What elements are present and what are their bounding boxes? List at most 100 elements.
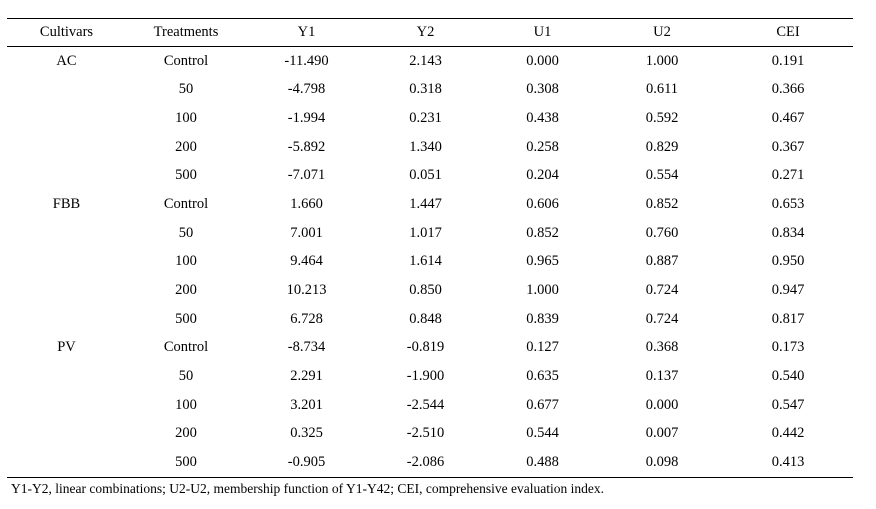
- cell-y1: -5.892: [287, 138, 326, 155]
- cell-treatment: Control: [163, 339, 209, 356]
- cell-cultivar: [7, 448, 126, 477]
- header-row: Cultivars Treatments Y1 Y2 U1 U2 CEI: [7, 18, 853, 47]
- cell-cei: 0.467: [771, 110, 805, 127]
- cell-y2: -2.544: [406, 396, 445, 413]
- table-row: 200 10.213 0.850 1.000 0.724 0.947: [7, 276, 853, 305]
- column-header-u1: U1: [533, 24, 552, 40]
- cell-y1: -0.905: [287, 453, 326, 470]
- cell-u1: 0.258: [526, 138, 559, 155]
- table-row: FBB Control 1.660 1.447 0.606 0.852 0.65…: [7, 190, 853, 219]
- cell-cultivar: [7, 247, 126, 276]
- cell-treatment: Control: [163, 196, 209, 213]
- cell-cei: 0.653: [771, 196, 805, 213]
- cell-y1: -4.798: [287, 81, 326, 98]
- column-header-u2: U2: [653, 24, 671, 40]
- cell-treatment: 50: [178, 224, 194, 241]
- cell-cei: 0.947: [771, 281, 805, 298]
- table-row: 500 -7.071 0.051 0.204 0.554 0.271: [7, 162, 853, 191]
- cell-y1: 0.325: [290, 425, 323, 442]
- cell-y2: 0.848: [409, 310, 442, 327]
- cell-y2: -2.086: [406, 453, 445, 470]
- cell-u1: 0.308: [526, 81, 559, 98]
- cell-y2: 1.017: [409, 224, 442, 241]
- table-row: 200 0.325 -2.510 0.544 0.007 0.442: [7, 419, 853, 448]
- cell-y1: 1.660: [290, 196, 323, 213]
- cell-y2: 1.447: [409, 196, 442, 213]
- cell-y1: -11.490: [284, 52, 329, 69]
- table-row: 100 3.201 -2.544 0.677 0.000 0.547: [7, 391, 853, 420]
- cell-cultivar: [7, 305, 126, 334]
- table-row: PV Control -8.734 -0.819 0.127 0.368 0.1…: [7, 333, 853, 362]
- cell-treatment: 100: [175, 396, 197, 413]
- cell-u2: 0.611: [645, 81, 679, 98]
- cell-y2: 0.051: [409, 167, 442, 184]
- cell-treatment: 200: [175, 425, 197, 442]
- cell-treatment: Control: [163, 52, 209, 69]
- cell-y1: -1.994: [287, 110, 326, 127]
- cell-treatment: 200: [175, 281, 197, 298]
- cell-u2: 0.887: [645, 253, 679, 270]
- table-footnote: Y1-Y2, linear combinations; U2-U2, membe…: [11, 481, 604, 496]
- table-row: 100 -1.994 0.231 0.438 0.592 0.467: [7, 104, 853, 133]
- cell-u1: 0.606: [526, 196, 559, 213]
- table-row: 50 -4.798 0.318 0.308 0.611 0.366: [7, 76, 853, 105]
- cell-cei: 0.413: [771, 453, 805, 470]
- cell-u1: 0.488: [526, 453, 559, 470]
- cell-u2: 0.760: [645, 224, 679, 241]
- column-header-y1: Y1: [297, 24, 316, 40]
- cell-y2: -2.510: [406, 425, 445, 442]
- cell-cultivar: [7, 362, 126, 391]
- cell-cei: 0.834: [771, 224, 805, 241]
- cell-u1: 1.000: [526, 281, 559, 298]
- table-row: 500 6.728 0.848 0.839 0.724 0.817: [7, 305, 853, 334]
- table-row: 100 9.464 1.614 0.965 0.887 0.950: [7, 247, 853, 276]
- cell-cei: 0.366: [771, 81, 805, 98]
- cell-y1: 2.291: [290, 367, 323, 384]
- cell-cei: 0.173: [771, 339, 805, 356]
- cell-u2: 0.724: [645, 310, 679, 327]
- cell-u2: 0.724: [645, 281, 679, 298]
- cell-cultivar: FBB: [52, 196, 81, 213]
- cell-u2: 0.852: [645, 196, 679, 213]
- cell-cei: 0.950: [771, 253, 805, 270]
- cell-u2: 0.554: [645, 167, 679, 184]
- cell-y1: 3.201: [290, 396, 323, 413]
- cell-u2: 0.007: [645, 425, 679, 442]
- cell-cei: 0.817: [771, 310, 805, 327]
- cell-cei: 0.540: [771, 367, 805, 384]
- column-header-treatments: Treatments: [153, 24, 219, 40]
- cell-u1: 0.839: [526, 310, 559, 327]
- cell-cultivar: [7, 162, 126, 191]
- cell-cultivar: [7, 76, 126, 105]
- cell-y2: -1.900: [406, 367, 445, 384]
- cell-treatment: 50: [178, 81, 194, 98]
- column-header-cultivars: Cultivars: [39, 24, 94, 40]
- cell-y2: 0.231: [409, 110, 442, 127]
- cell-cei: 0.191: [771, 52, 805, 69]
- cell-treatment: 200: [175, 138, 197, 155]
- cell-y1: 10.213: [286, 281, 327, 298]
- cell-y2: -0.819: [406, 339, 445, 356]
- cell-u2: 0.137: [645, 367, 679, 384]
- cell-cultivar: AC: [56, 52, 77, 69]
- cell-u2: 1.000: [645, 52, 679, 69]
- cell-u2: 0.000: [645, 396, 679, 413]
- cell-cultivar: PV: [57, 339, 76, 356]
- cell-y1: 9.464: [290, 253, 323, 270]
- cell-cultivar: [7, 276, 126, 305]
- cell-cei: 0.442: [771, 425, 805, 442]
- cell-y1: 6.728: [290, 310, 323, 327]
- table-row: 50 2.291 -1.900 0.635 0.137 0.540: [7, 362, 853, 391]
- cell-u1: 0.852: [526, 224, 559, 241]
- cell-treatment: 100: [175, 253, 197, 270]
- cell-cultivar: [7, 219, 126, 248]
- cell-y1: 7.001: [290, 224, 323, 241]
- cell-y2: 0.318: [409, 81, 442, 98]
- cell-cultivar: [7, 419, 126, 448]
- column-header-cei: CEI: [776, 24, 800, 40]
- cell-u1: 0.438: [526, 110, 559, 127]
- cell-y2: 0.850: [409, 281, 442, 298]
- cell-u2: 0.829: [645, 138, 679, 155]
- table-body: AC Control -11.490 2.143 0.000 1.000 0.1…: [7, 47, 853, 478]
